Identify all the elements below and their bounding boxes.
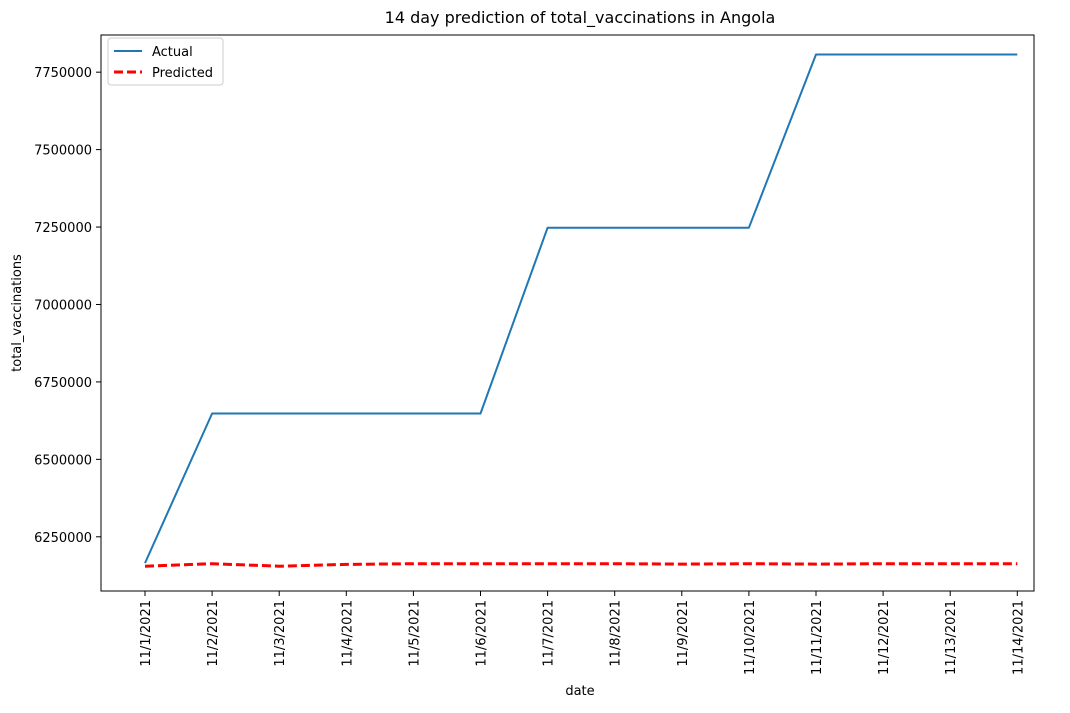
data-point-predicted [479, 563, 481, 565]
legend: Actual Predicted [107, 37, 224, 86]
y-tick-label: 7250000 [34, 221, 92, 236]
data-point-predicted [412, 563, 414, 565]
series-layer [144, 53, 1018, 568]
data-point-actual [546, 226, 548, 228]
x-tick-label: 11/11/2021 [810, 600, 825, 675]
y-axis-label: total_vaccinations [10, 254, 25, 372]
x-tick-label: 11/3/2021 [273, 600, 288, 667]
y-tick-label: 7500000 [34, 144, 92, 159]
legend-label-actual: Actual [152, 45, 193, 60]
data-point-actual [412, 412, 414, 414]
series-line-predicted [144, 562, 1018, 568]
x-tick-label: 11/13/2021 [944, 600, 959, 675]
x-tick-label: 11/12/2021 [877, 600, 892, 675]
data-point-actual [1016, 53, 1018, 55]
data-point-actual [144, 562, 146, 564]
data-point-predicted [681, 563, 683, 565]
y-tick-label: 6500000 [34, 453, 92, 468]
x-tick-label: 11/1/2021 [139, 600, 154, 667]
data-point-actual [479, 412, 481, 414]
y-tick-label: 6250000 [34, 531, 92, 546]
x-tick-label: 11/14/2021 [1011, 600, 1026, 675]
data-point-actual [681, 226, 683, 228]
data-point-predicted [546, 563, 548, 565]
x-axis: 11/1/2021 11/2/2021 11/3/2021 11/4/2021 11/5… [139, 591, 1026, 675]
x-tick-label: 11/5/2021 [407, 600, 422, 667]
data-point-predicted [748, 563, 750, 565]
series-line-actual [144, 53, 1018, 564]
legend-box [107, 37, 224, 86]
y-axis: 6250000 6500000 6750000 7000000 7250000 75000… [34, 66, 101, 546]
x-tick-label: 11/8/2021 [609, 600, 624, 667]
data-point-predicted [144, 565, 146, 567]
plot-area-frame [100, 34, 1035, 592]
data-point-actual [815, 53, 817, 55]
data-point-predicted [1016, 563, 1018, 565]
data-point-actual [882, 53, 884, 55]
data-point-actual [345, 412, 347, 414]
x-tick-label: 11/7/2021 [542, 600, 557, 667]
data-point-predicted [882, 563, 884, 565]
x-tick-label: 11/6/2021 [475, 600, 490, 667]
data-point-predicted [345, 563, 347, 565]
x-tick-label: 11/9/2021 [676, 600, 691, 667]
data-point-actual [278, 412, 280, 414]
data-point-actual [748, 226, 750, 228]
data-point-actual [949, 53, 951, 55]
data-point-actual [614, 226, 616, 228]
x-tick-label: 11/10/2021 [743, 600, 758, 675]
x-axis-label: date [565, 684, 594, 699]
data-point-predicted [614, 563, 616, 565]
x-tick-label: 11/2/2021 [206, 600, 221, 667]
chart-title: 14 day prediction of total_vaccinations … [385, 8, 776, 28]
x-tick-label: 11/4/2021 [340, 600, 355, 667]
legend-label-predicted: Predicted [152, 66, 213, 81]
data-point-predicted [211, 563, 213, 565]
data-point-actual [211, 412, 213, 414]
data-point-predicted [278, 565, 280, 567]
y-tick-label: 7750000 [34, 66, 92, 81]
y-tick-label: 7000000 [34, 298, 92, 313]
data-point-predicted [815, 563, 817, 565]
data-point-predicted [949, 563, 951, 565]
y-tick-label: 6750000 [34, 376, 92, 391]
